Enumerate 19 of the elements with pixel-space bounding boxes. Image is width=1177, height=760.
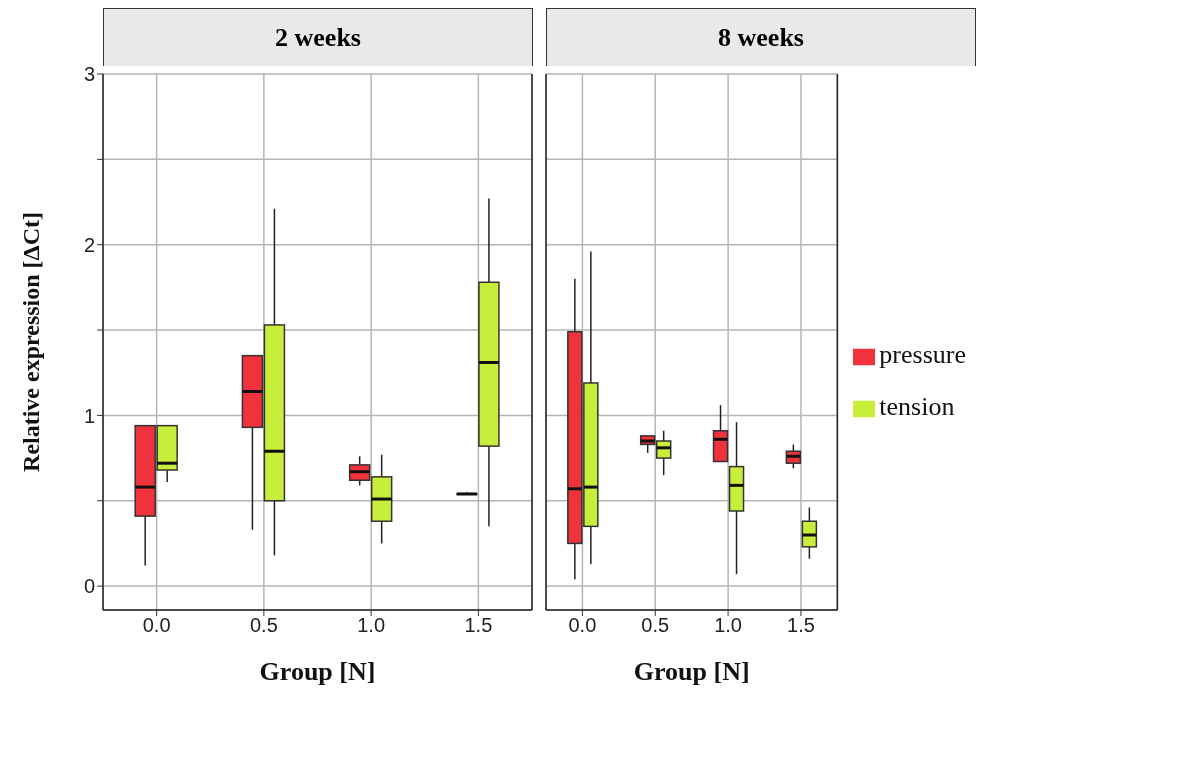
- x-tick-label: 0.0: [568, 614, 597, 637]
- x-axis-title: Group [N]: [259, 657, 376, 686]
- x-axis-title: Group [N]: [633, 657, 750, 686]
- chart-title: 2 weeks: [103, 8, 533, 66]
- legend-label: tension: [879, 392, 955, 421]
- y-tick-label: 0: [83, 575, 95, 598]
- x-tick-label: 1.0: [357, 614, 386, 637]
- legend-label: pressure: [879, 340, 966, 369]
- x-tick-label: 1.0: [714, 614, 743, 637]
- y-axis-title: Relative expression [ΔCt]: [17, 212, 44, 472]
- x-tick-label: 0.5: [641, 614, 670, 637]
- x-tick-label: 1.5: [464, 614, 493, 637]
- chart-title: 8 weeks: [546, 8, 976, 66]
- x-tick-label: 1.5: [787, 614, 815, 637]
- x-tick-label: 0.5: [249, 614, 278, 637]
- x-tick-label: 0.0: [142, 614, 171, 637]
- y-tick-label: 1: [83, 404, 95, 427]
- y-tick-label: 3: [83, 63, 95, 86]
- y-tick-label: 2: [83, 233, 95, 256]
